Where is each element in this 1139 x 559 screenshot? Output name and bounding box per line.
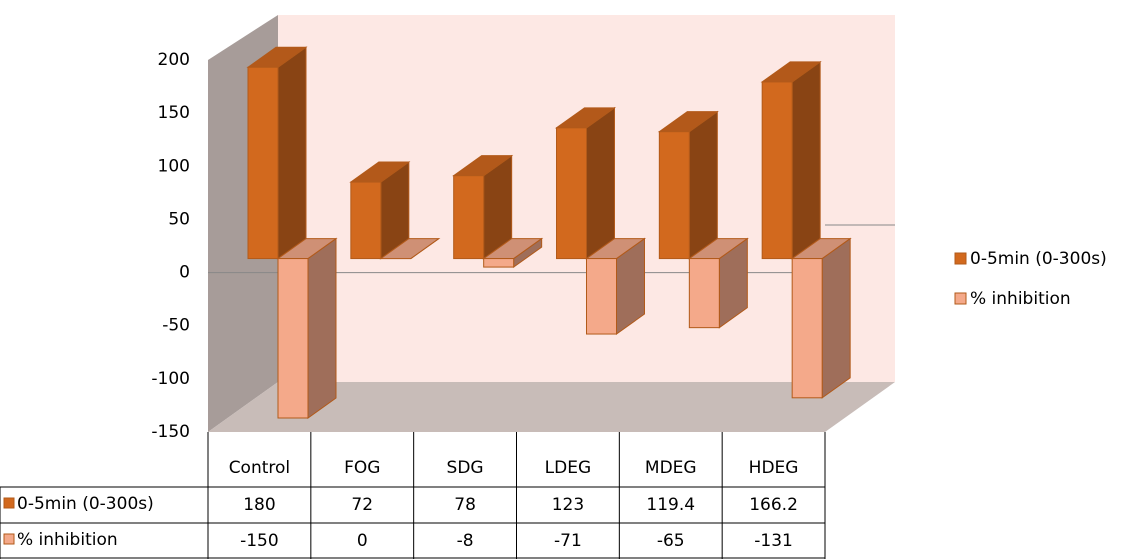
table-row-label: 0-5min (0-300s) bbox=[17, 494, 154, 514]
table-value: 180 bbox=[243, 495, 275, 515]
table-value: 166.2 bbox=[749, 495, 798, 515]
bar-side bbox=[688, 110, 718, 260]
table-legend-key bbox=[3, 497, 15, 509]
table-value: -71 bbox=[554, 531, 582, 551]
bar-side bbox=[277, 46, 307, 260]
bar-side bbox=[791, 60, 821, 260]
x-tick-label: SDG bbox=[447, 458, 484, 478]
table-legend-key bbox=[3, 533, 15, 545]
y-tick-label: -50 bbox=[162, 316, 190, 336]
x-tick-label: Control bbox=[229, 458, 290, 478]
legend-key bbox=[954, 252, 967, 265]
y-tick-label: -100 bbox=[151, 369, 190, 389]
y-tick-label: 150 bbox=[158, 103, 190, 123]
bar-side bbox=[307, 237, 337, 419]
bar bbox=[761, 81, 793, 260]
table-value: 72 bbox=[351, 495, 373, 515]
bar bbox=[556, 127, 587, 260]
table-value: -65 bbox=[657, 531, 685, 551]
bar-top bbox=[379, 238, 441, 260]
table-value: 78 bbox=[454, 495, 476, 515]
bar bbox=[791, 258, 823, 399]
legend-key bbox=[954, 292, 967, 305]
x-tick-label: FOG bbox=[344, 458, 380, 478]
table-value: -8 bbox=[457, 531, 474, 551]
bar bbox=[247, 66, 279, 260]
bar-side bbox=[586, 106, 615, 260]
y-tick-label: 50 bbox=[168, 209, 190, 229]
bar-side bbox=[821, 237, 851, 399]
bar bbox=[453, 175, 485, 260]
table-value: 123 bbox=[552, 495, 584, 515]
bar bbox=[658, 131, 690, 260]
table-row-label: % inhibition bbox=[17, 530, 118, 550]
table-value: -131 bbox=[754, 531, 793, 551]
bar bbox=[586, 258, 617, 335]
bar bbox=[483, 258, 515, 268]
x-tick-label: HDEG bbox=[749, 458, 799, 478]
x-tick-label: LDEG bbox=[545, 458, 591, 478]
legend-label: % inhibition bbox=[970, 289, 1071, 309]
bar bbox=[350, 181, 382, 260]
bar bbox=[688, 258, 720, 329]
bar bbox=[277, 258, 309, 419]
table-value: 119.4 bbox=[646, 495, 695, 515]
y-tick-label: -150 bbox=[151, 422, 190, 442]
y-tick-label: 0 bbox=[179, 263, 190, 283]
y-tick-label: 200 bbox=[158, 50, 190, 70]
x-tick-label: MDEG bbox=[645, 458, 697, 478]
legend-label: 0-5min (0-300s) bbox=[970, 249, 1107, 269]
y-tick-label: 100 bbox=[158, 156, 190, 176]
floor bbox=[208, 382, 895, 432]
table-value: 0 bbox=[357, 531, 368, 551]
table-value: -150 bbox=[240, 531, 279, 551]
